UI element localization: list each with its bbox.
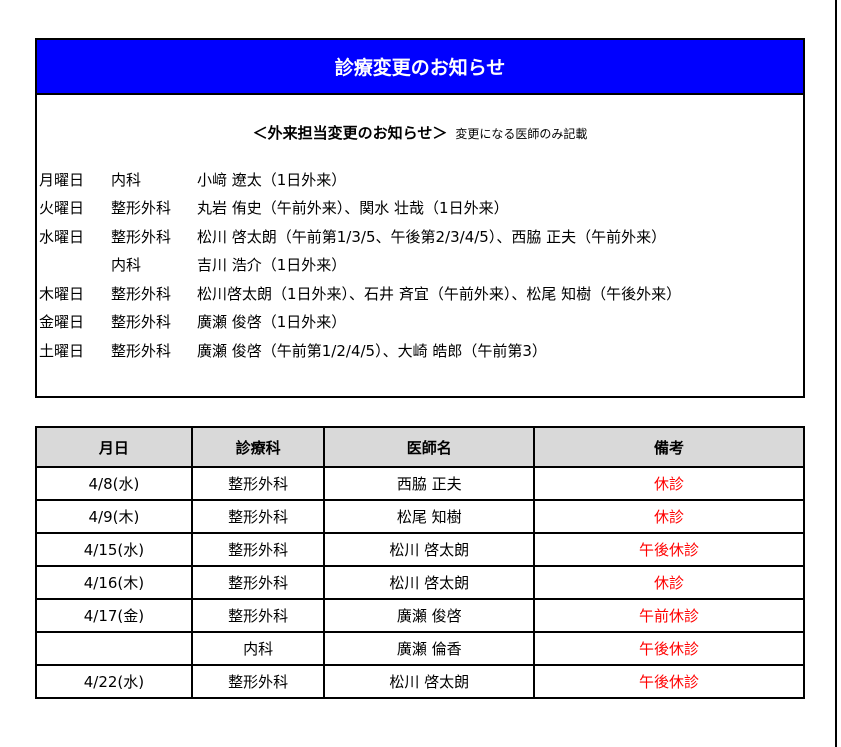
department-label: 整形外科 xyxy=(111,284,172,303)
table-row: 4/9(木) 整形外科 松尾 知樹 休診 xyxy=(35,499,805,534)
list-item: 水曜日 整形外科 松川 啓太朗（午前第1/3/5、午後第2/3/4/5）、西脇 正夫… xyxy=(37,222,803,251)
list-item: 内科 吉川 浩介（1日外来） xyxy=(37,251,803,280)
doctor-cell: 松尾 知樹 xyxy=(323,499,536,534)
table-row: 4/16(木) 整形外科 松川 啓太朗 休診 xyxy=(35,565,805,600)
doctor-cell: 廣瀬 倫香 xyxy=(323,631,536,666)
department-label: 整形外科 xyxy=(111,227,172,246)
remark-cell: 午前休診 xyxy=(533,598,805,633)
day-label: 水曜日 xyxy=(39,227,85,246)
column-header: 月日 xyxy=(35,426,193,468)
table-row: 4/8(水) 整形外科 西脇 正夫 休診 xyxy=(35,466,805,501)
day-label: 木曜日 xyxy=(39,284,85,303)
remark-cell: 午後休診 xyxy=(533,631,805,666)
column-header: 診療科 xyxy=(190,426,326,468)
date-cell: 4/8(水) xyxy=(35,466,193,501)
doctors-text: 松川 啓太朗（午前第1/3/5、午後第2/3/4/5）、西脇 正夫（午前外来） xyxy=(197,227,667,246)
doctor-cell: 西脇 正夫 xyxy=(323,466,536,501)
list-item: 金曜日 整形外科 廣瀬 俊啓（1日外来） xyxy=(37,308,803,337)
table-row: 4/17(金) 整形外科 廣瀬 俊啓 午前休診 xyxy=(35,598,805,633)
day-label: 金曜日 xyxy=(39,313,85,332)
doctors-text: 吉川 浩介（1日外来） xyxy=(197,256,347,275)
table-row: 4/22(水) 整形外科 松川 啓太朗 午後休診 xyxy=(35,664,805,699)
remark-cell: 午後休診 xyxy=(533,664,805,699)
department-label: 整形外科 xyxy=(111,341,172,360)
doctor-cell: 松川 啓太朗 xyxy=(323,664,536,699)
department-cell: 内科 xyxy=(190,631,326,666)
list-item: 火曜日 整形外科 丸岩 侑史（午前外来）、関水 壮哉（1日外来） xyxy=(37,194,803,223)
department-label: 整形外科 xyxy=(111,313,172,332)
doctor-cell: 松川 啓太朗 xyxy=(323,565,536,600)
page-edge-line xyxy=(835,0,837,747)
list-item: 月曜日 内科 小﨑 遼太（1日外来） xyxy=(37,165,803,194)
department-label: 整形外科 xyxy=(111,199,172,218)
notice-box: 診療変更のお知らせ ＜外来担当変更のお知らせ＞ 変更になる医師のみ記載 月曜日 内科… xyxy=(35,38,805,398)
table-row: 4/15(水) 整形外科 松川 啓太朗 午後休診 xyxy=(35,532,805,567)
closure-table: 月日 診療科 医師名 備考 4/8(水) 整形外科 西脇 正夫 休診 4/9(木) 整形外科 松尾… xyxy=(35,426,805,699)
column-header: 医師名 xyxy=(323,426,536,468)
doctors-text: 廣瀬 俊啓（1日外来） xyxy=(197,313,347,332)
date-cell: 4/16(木) xyxy=(35,565,193,600)
department-cell: 整形外科 xyxy=(190,499,326,534)
day-label: 土曜日 xyxy=(39,341,85,360)
doctors-text: 丸岩 侑史（午前外来）、関水 壮哉（1日外来） xyxy=(197,199,509,218)
schedule-change-list: 月曜日 内科 小﨑 遼太（1日外来） 火曜日 整形外科 丸岩 侑史（午前外来）、関水 壮哉… xyxy=(37,165,803,365)
department-cell: 整形外科 xyxy=(190,532,326,567)
remark-cell: 休診 xyxy=(533,466,805,501)
remark-cell: 休診 xyxy=(533,565,805,600)
department-label: 内科 xyxy=(111,170,142,189)
doctors-text: 廣瀬 俊啓（午前第1/2/4/5）、大崎 皓郎（午前第3） xyxy=(197,341,547,360)
date-cell: 4/15(水) xyxy=(35,532,193,567)
notice-note: 変更になる医師のみ記載 xyxy=(455,127,588,141)
day-label: 火曜日 xyxy=(39,199,85,218)
date-cell xyxy=(35,631,193,666)
department-label: 内科 xyxy=(111,256,142,275)
doctors-text: 小﨑 遼太（1日外来） xyxy=(197,170,347,189)
day-label: 月曜日 xyxy=(39,170,85,189)
list-item: 土曜日 整形外科 廣瀬 俊啓（午前第1/2/4/5）、大崎 皓郎（午前第3） xyxy=(37,336,803,365)
department-cell: 整形外科 xyxy=(190,466,326,501)
table-header-row: 月日 診療科 医師名 備考 xyxy=(35,426,805,468)
doctors-text: 松川啓太朗（1日外来）、石井 斉宜（午前外来）、松尾 知樹（午後外来） xyxy=(197,284,682,303)
column-header: 備考 xyxy=(533,426,805,468)
date-cell: 4/9(木) xyxy=(35,499,193,534)
page-title: 診療変更のお知らせ xyxy=(37,40,803,95)
notice-subheading: ＜外来担当変更のお知らせ＞ 変更になる医師のみ記載 xyxy=(37,122,803,143)
date-cell: 4/22(水) xyxy=(35,664,193,699)
notice-heading: ＜外来担当変更のお知らせ＞ xyxy=(252,124,448,142)
remark-cell: 休診 xyxy=(533,499,805,534)
table-row: 内科 廣瀬 倫香 午後休診 xyxy=(35,631,805,666)
department-cell: 整形外科 xyxy=(190,565,326,600)
list-item: 木曜日 整形外科 松川啓太朗（1日外来）、石井 斉宜（午前外来）、松尾 知樹（午後外… xyxy=(37,279,803,308)
remark-cell: 午後休診 xyxy=(533,532,805,567)
doctor-cell: 松川 啓太朗 xyxy=(323,532,536,567)
date-cell: 4/17(金) xyxy=(35,598,193,633)
department-cell: 整形外科 xyxy=(190,598,326,633)
doctor-cell: 廣瀬 俊啓 xyxy=(323,598,536,633)
department-cell: 整形外科 xyxy=(190,664,326,699)
